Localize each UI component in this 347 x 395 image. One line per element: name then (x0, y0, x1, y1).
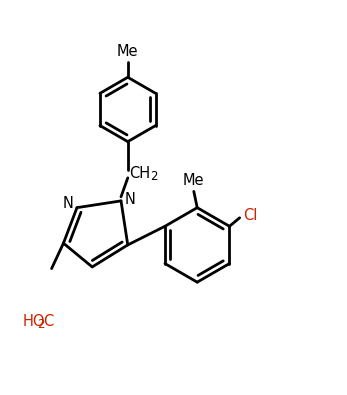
Text: N: N (63, 196, 74, 211)
Text: N: N (125, 192, 136, 207)
Text: HO: HO (23, 314, 45, 329)
Text: C: C (43, 314, 53, 329)
Text: 2: 2 (37, 318, 44, 331)
Text: 2: 2 (150, 170, 157, 183)
Text: CH: CH (129, 166, 151, 181)
Text: Me: Me (183, 173, 205, 188)
Text: Me: Me (117, 43, 138, 58)
Text: Cl: Cl (243, 208, 257, 223)
